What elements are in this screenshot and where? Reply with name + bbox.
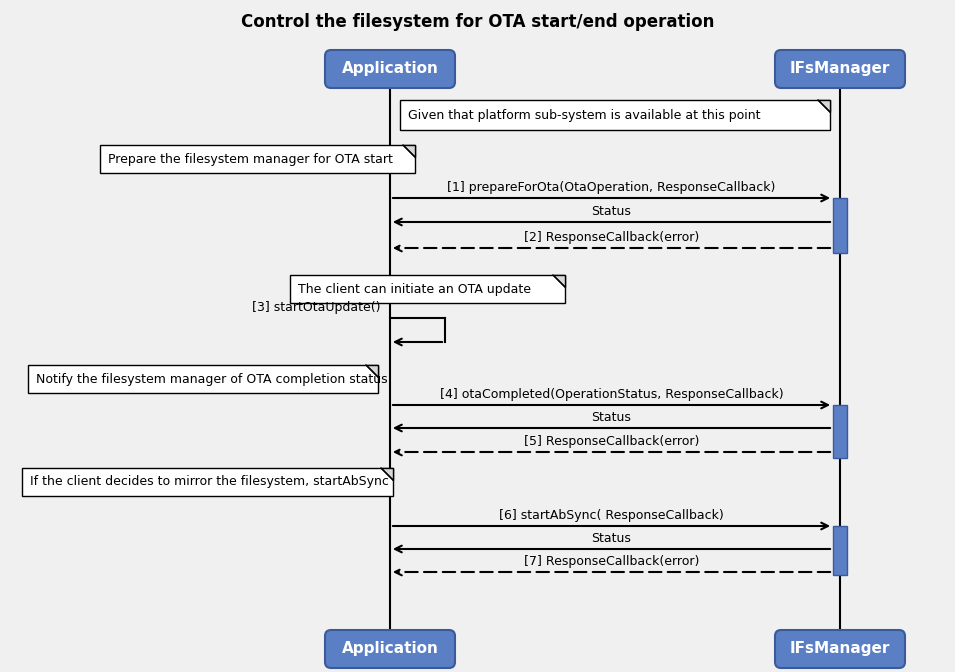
- Text: IFsManager: IFsManager: [790, 62, 890, 77]
- Text: [4] otaCompleted(OperationStatus, ResponseCallback): [4] otaCompleted(OperationStatus, Respon…: [439, 388, 783, 401]
- FancyBboxPatch shape: [833, 405, 847, 458]
- FancyBboxPatch shape: [400, 100, 830, 130]
- Text: The client can initiate an OTA update: The client can initiate an OTA update: [298, 282, 531, 296]
- Text: [7] ResponseCallback(error): [7] ResponseCallback(error): [523, 555, 699, 568]
- Text: [5] ResponseCallback(error): [5] ResponseCallback(error): [523, 435, 699, 448]
- Text: Application: Application: [342, 642, 438, 657]
- FancyBboxPatch shape: [290, 275, 565, 303]
- FancyBboxPatch shape: [325, 50, 455, 88]
- FancyBboxPatch shape: [100, 145, 415, 173]
- Text: Control the filesystem for OTA start/end operation: Control the filesystem for OTA start/end…: [241, 13, 714, 31]
- FancyBboxPatch shape: [325, 630, 455, 668]
- Polygon shape: [403, 145, 415, 157]
- FancyBboxPatch shape: [775, 50, 905, 88]
- Polygon shape: [366, 365, 378, 377]
- FancyBboxPatch shape: [22, 468, 393, 496]
- Polygon shape: [381, 468, 393, 480]
- Text: [6] startAbSync( ResponseCallback): [6] startAbSync( ResponseCallback): [499, 509, 724, 522]
- Text: Status: Status: [591, 205, 631, 218]
- Text: [1] prepareForOta(OtaOperation, ResponseCallback): [1] prepareForOta(OtaOperation, Response…: [447, 181, 775, 194]
- Text: [2] ResponseCallback(error): [2] ResponseCallback(error): [524, 231, 699, 244]
- FancyBboxPatch shape: [833, 198, 847, 253]
- Polygon shape: [818, 100, 830, 112]
- Polygon shape: [553, 275, 565, 287]
- Text: Status: Status: [591, 411, 631, 424]
- FancyBboxPatch shape: [833, 526, 847, 575]
- Text: Status: Status: [591, 532, 631, 545]
- FancyBboxPatch shape: [775, 630, 905, 668]
- Text: Given that platform sub-system is available at this point: Given that platform sub-system is availa…: [408, 108, 760, 122]
- Text: IFsManager: IFsManager: [790, 642, 890, 657]
- Text: [3] startOtaUpdate(): [3] startOtaUpdate(): [251, 301, 380, 314]
- Text: Prepare the filesystem manager for OTA start: Prepare the filesystem manager for OTA s…: [108, 153, 393, 165]
- Text: Notify the filesystem manager of OTA completion status: Notify the filesystem manager of OTA com…: [36, 372, 388, 386]
- Text: Application: Application: [342, 62, 438, 77]
- FancyBboxPatch shape: [28, 365, 378, 393]
- Text: If the client decides to mirror the filesystem, startAbSync: If the client decides to mirror the file…: [30, 476, 389, 489]
